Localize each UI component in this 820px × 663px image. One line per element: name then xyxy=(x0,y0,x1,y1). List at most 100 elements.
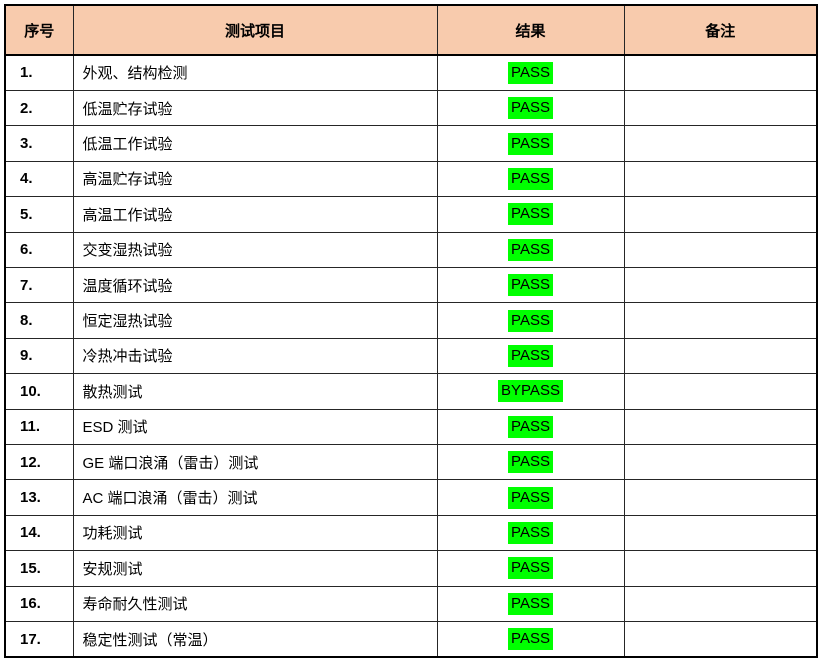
result-cell: PASS xyxy=(436,160,625,198)
table-row: 17. 稳定性测试（常温） PASS xyxy=(4,621,818,658)
test-item: 功耗测试 xyxy=(72,514,438,552)
result-badge: PASS xyxy=(508,344,553,367)
test-item: 恒定湿热试验 xyxy=(72,302,438,339)
table-row: 1. 外观、结构检测 PASS xyxy=(4,54,818,91)
result-badge: BYPASS xyxy=(498,380,563,403)
remark-cell xyxy=(623,373,818,410)
row-number: 1. xyxy=(4,54,74,91)
test-item: ESD 测试 xyxy=(72,408,438,445)
test-item: 低温贮存试验 xyxy=(72,89,438,127)
result-cell: BYPASS xyxy=(436,373,625,410)
remark-cell xyxy=(623,408,818,445)
result-badge: PASS xyxy=(508,274,553,297)
test-item: 温度循环试验 xyxy=(72,266,438,304)
table-row: 5. 高温工作试验 PASS xyxy=(4,196,818,233)
remark-cell xyxy=(623,443,818,481)
row-number: 3. xyxy=(4,125,74,162)
test-results-table: 序号 测试项目 结果 备注 1. 外观、结构检测 PASS 2. 低温贮存试验 … xyxy=(4,4,818,658)
col-header-serial: 序号 xyxy=(4,4,74,56)
table-row: 10. 散热测试 BYPASS xyxy=(4,373,818,410)
result-cell: PASS xyxy=(436,302,625,339)
result-badge: PASS xyxy=(508,203,553,226)
col-header-item: 测试项目 xyxy=(72,4,438,56)
test-item: 散热测试 xyxy=(72,373,438,410)
table-header: 序号 测试项目 结果 备注 xyxy=(4,4,818,56)
table-row: 4. 高温贮存试验 PASS xyxy=(4,160,818,198)
table-row: 2. 低温贮存试验 PASS xyxy=(4,89,818,127)
result-cell: PASS xyxy=(436,550,625,587)
remark-cell xyxy=(623,514,818,552)
remark-cell xyxy=(623,550,818,587)
table-row: 6. 交变湿热试验 PASS xyxy=(4,231,818,268)
test-item: 冷热冲击试验 xyxy=(72,337,438,375)
result-badge: PASS xyxy=(508,557,553,580)
result-badge: PASS xyxy=(508,167,553,190)
row-number: 10. xyxy=(4,373,74,410)
remark-cell xyxy=(623,54,818,91)
table-row: 3. 低温工作试验 PASS xyxy=(4,125,818,162)
test-item: GE 端口浪涌（雷击）测试 xyxy=(72,443,438,481)
result-cell: PASS xyxy=(436,621,625,658)
test-item: 寿命耐久性测试 xyxy=(72,585,438,623)
remark-cell xyxy=(623,621,818,658)
col-header-remark: 备注 xyxy=(623,4,818,56)
remark-cell xyxy=(623,479,818,516)
row-number: 12. xyxy=(4,443,74,481)
result-badge: PASS xyxy=(508,415,553,438)
test-item: 安规测试 xyxy=(72,550,438,587)
remark-cell xyxy=(623,337,818,375)
remark-cell xyxy=(623,302,818,339)
table-row: 12. GE 端口浪涌（雷击）测试 PASS xyxy=(4,443,818,481)
remark-cell xyxy=(623,125,818,162)
result-cell: PASS xyxy=(436,266,625,304)
result-cell: PASS xyxy=(436,408,625,445)
result-cell: PASS xyxy=(436,231,625,268)
test-item: 外观、结构检测 xyxy=(72,54,438,91)
result-badge: PASS xyxy=(508,132,553,155)
row-number: 9. xyxy=(4,337,74,375)
test-item: 高温工作试验 xyxy=(72,196,438,233)
result-badge: PASS xyxy=(508,628,553,650)
test-item: 低温工作试验 xyxy=(72,125,438,162)
table-row: 13. AC 端口浪涌（雷击）测试 PASS xyxy=(4,479,818,516)
table-row: 11. ESD 测试 PASS xyxy=(4,408,818,445)
test-item: 交变湿热试验 xyxy=(72,231,438,268)
row-number: 11. xyxy=(4,408,74,445)
result-cell: PASS xyxy=(436,337,625,375)
table-row: 14. 功耗测试 PASS xyxy=(4,514,818,552)
row-number: 4. xyxy=(4,160,74,198)
remark-cell xyxy=(623,231,818,268)
remark-cell xyxy=(623,266,818,304)
test-item: 稳定性测试（常温） xyxy=(72,621,438,658)
row-number: 15. xyxy=(4,550,74,587)
table-row: 8. 恒定湿热试验 PASS xyxy=(4,302,818,339)
result-cell: PASS xyxy=(436,443,625,481)
remark-cell xyxy=(623,160,818,198)
result-badge: PASS xyxy=(508,486,553,509)
test-item: 高温贮存试验 xyxy=(72,160,438,198)
result-badge: PASS xyxy=(508,309,553,332)
result-cell: PASS xyxy=(436,89,625,127)
result-cell: PASS xyxy=(436,196,625,233)
row-number: 6. xyxy=(4,231,74,268)
row-number: 7. xyxy=(4,266,74,304)
result-badge: PASS xyxy=(508,238,553,261)
result-cell: PASS xyxy=(436,125,625,162)
row-number: 5. xyxy=(4,196,74,233)
header-row: 序号 测试项目 结果 备注 xyxy=(4,4,818,56)
row-number: 14. xyxy=(4,514,74,552)
result-badge: PASS xyxy=(508,521,553,544)
result-cell: PASS xyxy=(436,479,625,516)
table-row: 9. 冷热冲击试验 PASS xyxy=(4,337,818,375)
remark-cell xyxy=(623,585,818,623)
row-number: 17. xyxy=(4,621,74,658)
row-number: 16. xyxy=(4,585,74,623)
result-badge: PASS xyxy=(508,61,553,84)
row-number: 2. xyxy=(4,89,74,127)
result-badge: PASS xyxy=(508,592,553,615)
result-badge: PASS xyxy=(508,97,553,120)
result-cell: PASS xyxy=(436,514,625,552)
result-cell: PASS xyxy=(436,54,625,91)
result-badge: PASS xyxy=(508,451,553,474)
